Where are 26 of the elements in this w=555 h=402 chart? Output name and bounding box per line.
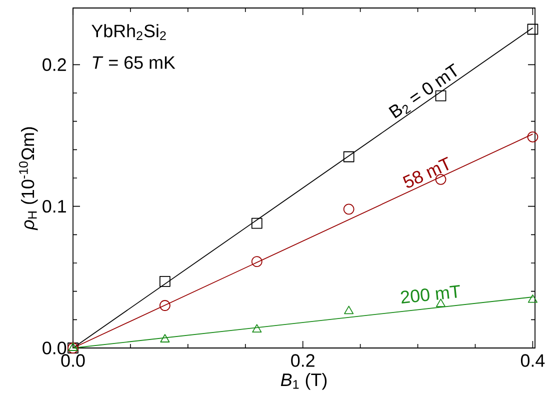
point: [160, 334, 170, 342]
y-axis-title: ρ$_{H}$ (10$^{-10}$Ωm): [19, 127, 38, 230]
point: [344, 306, 354, 314]
annotation: YbRh$_{2}$Si$_{2}$: [92, 24, 166, 40]
point: [159, 276, 170, 287]
point: [435, 90, 446, 102]
point: [251, 256, 262, 268]
point: [251, 218, 262, 229]
point: [527, 131, 538, 142]
y-tick-label: 0.2: [42, 58, 66, 72]
x-tick-label: 0.4: [520, 354, 545, 367]
point: [343, 204, 354, 215]
point: [252, 324, 262, 333]
text: B$_{2}$ = 0 mT: [388, 63, 457, 118]
annotation: T = 65 mK: [92, 56, 176, 69]
y-tick-label: 0.1: [42, 200, 66, 213]
text: 58 mT: [402, 156, 449, 188]
point: [159, 300, 170, 311]
x-tick-label: 0.0: [61, 354, 85, 367]
point: [343, 151, 354, 162]
text: 200 mT: [400, 285, 460, 304]
point: [68, 342, 78, 351]
x-axis-title: B$_{1}$ (T): [280, 373, 327, 390]
y-tick-label: 0.0: [42, 342, 66, 354]
x-tick-label: 0.2: [291, 354, 314, 367]
point: [527, 24, 538, 35]
